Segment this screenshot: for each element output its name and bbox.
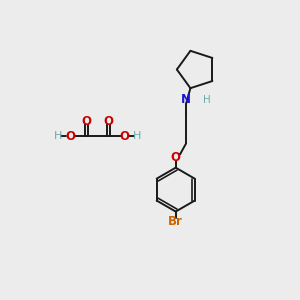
Text: H: H	[203, 94, 211, 104]
Text: O: O	[171, 151, 181, 164]
Text: H: H	[54, 131, 62, 142]
Text: O: O	[82, 115, 92, 128]
Text: O: O	[120, 130, 130, 143]
Text: O: O	[104, 115, 114, 128]
Text: O: O	[66, 130, 76, 143]
Text: N: N	[181, 93, 191, 106]
Text: H: H	[133, 131, 141, 142]
Text: Br: Br	[168, 215, 183, 229]
